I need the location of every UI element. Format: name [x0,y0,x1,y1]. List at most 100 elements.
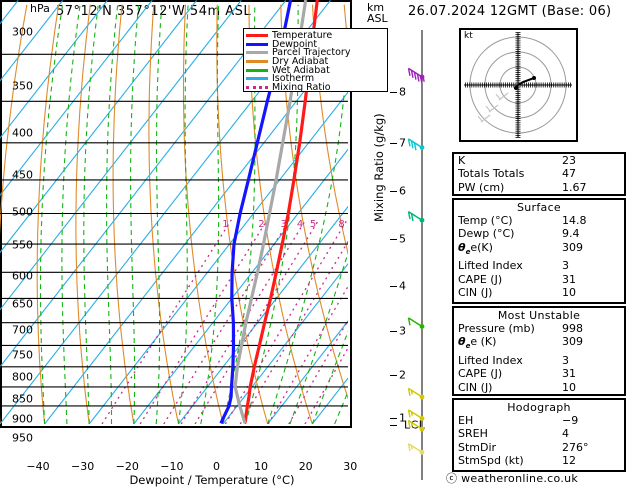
chart-legend: Temperature Dewpoint Parcel Trajectory Dry … [243,28,388,92]
table-row-value: 9.4 [562,227,580,241]
temperature-tick-label: −20 [115,460,139,473]
pressure-axis-labels: 300 350 400 450 500 550 600 650 700 750 800 850 900 9… [0,26,33,458]
wind-barb [407,387,425,400]
table-row: EH −9 [454,414,624,427]
table-row-value: 3 [562,259,569,273]
legend-item: Isotherm [246,74,387,84]
table-row-key: CIN (J) [458,380,493,394]
legend-item: Dewpoint [246,39,387,49]
wet-adiabat-line [244,4,299,424]
table-row-key: SREH [458,427,488,441]
dry-adiabat-line [112,4,135,424]
wet-adiabat-line [83,4,99,424]
wind-barb [407,419,425,432]
table-row: Pressure (mb) 998 [454,322,624,335]
height-tick [390,375,397,377]
date-title: 26.07.2024 12GMT (Base: 06) [408,4,612,19]
mixing-ratio-label: 1 [222,219,228,230]
height-tick-label: 6 [399,184,406,198]
temperature-tick-label: −40 [26,460,50,473]
hodograph-title: Hodograph [507,401,571,414]
height-tick [390,285,397,287]
table-row-key: StmDir [458,440,497,454]
mixing-ratio-label: 3 [281,219,287,230]
pressure-tick-label: 350 [12,79,33,93]
legend-item-label: Parcel Trajectory [272,47,351,59]
table-row: θee (K) 309 [454,335,624,354]
temperature-tick-label: −10 [160,460,184,473]
table-row-value: 998 [562,322,583,335]
table-row: Totals Totals 47 [454,167,624,180]
isotherm-line [133,148,348,424]
legend-item: Mixing Ratio [246,83,387,92]
wet-adiabat-line [155,4,163,424]
table-row-value: 47 [562,167,576,181]
hodograph[interactable]: kt [459,28,578,142]
legend-swatch-icon [246,59,268,63]
table-row: Temp (°C) 14.8 [454,214,624,227]
height-tick-label: 7 [399,136,406,150]
table-row: Lifted Index 3 [454,259,624,272]
temperature-tick-label: 30 [343,460,358,473]
table-row-value: −9 [562,414,579,427]
x-axis-title: Dewpoint / Temperature (°C) [129,473,295,487]
table-row-value: 309 [562,335,583,349]
wet-adiabat-line [200,4,220,424]
table-row-value: 1.67 [562,180,587,194]
table-row: CIN (J) 10 [454,381,624,394]
height-tick [390,142,397,144]
legend-item-label: Temperature [272,29,333,41]
table-row-key: K [458,154,466,167]
surface-title: Surface [516,201,561,214]
lcl-tick [390,424,397,426]
pressure-tick-label: 650 [12,297,33,311]
pressure-tick-label: 950 [12,431,33,445]
mixing-ratio-line [304,346,348,424]
mixing-ratio-label: 5 [310,219,316,230]
table-row-value: 23 [562,154,576,167]
indices-table: K 23 Totals Totals 47 PW (cm) 1.67 [452,152,626,196]
dry-adiabat-line [0,4,28,424]
legend-swatch-icon [246,33,268,37]
table-row-key: Pressure (mb) [458,322,535,335]
hodograph-point [532,76,536,80]
wet-adiabat-line [61,4,81,424]
table-row: θee(K) 309 [454,241,624,260]
mixing-ratio-label: 8 [338,219,344,230]
height-tick [390,330,397,332]
table-row-value: 309 [562,240,583,254]
table-row-key: CIN (J) [458,286,493,300]
wet-adiabat-line [39,4,64,424]
dry-adiabat-line [216,4,269,424]
dry-adiabat-line [148,4,180,424]
legend-swatch-icon [246,85,268,89]
table-row-key: StmSpd (kt) [458,454,524,468]
pressure-tick-label: 450 [12,168,33,182]
temperature-tick-label: 10 [254,460,269,473]
height-tick-label: 5 [399,232,406,246]
wet-adiabat-line [267,24,348,424]
mixing-ratio-label: 4 [297,219,303,230]
hodograph-svg [464,32,572,138]
height-unit-line2: ASL [367,12,388,25]
profile-parcel-trajectory [233,0,308,424]
wet-adiabat-line [222,4,256,424]
table-row-key: Dewp (°C) [458,227,515,241]
dry-adiabat-line [248,4,313,424]
isotherm-line [222,262,348,424]
skewt-svg: 12345810152025 [0,0,348,424]
dry-adiabat-line [36,4,60,424]
table-row-value: 12 [562,454,576,468]
mixing-ratio-line [267,285,348,424]
table-row-key: Lifted Index [458,354,523,367]
mixing-ratio-line [139,219,268,424]
isotherm-line [0,0,153,197]
mixing-ratio-line [288,319,348,424]
height-tick-label: 1 [399,411,406,425]
legend-swatch-icon [246,68,268,72]
isotherm-line [88,91,348,424]
wind-barb [407,138,425,151]
wind-barb [407,67,425,84]
pressure-tick-label: 850 [12,392,33,406]
wind-barb [407,211,425,223]
